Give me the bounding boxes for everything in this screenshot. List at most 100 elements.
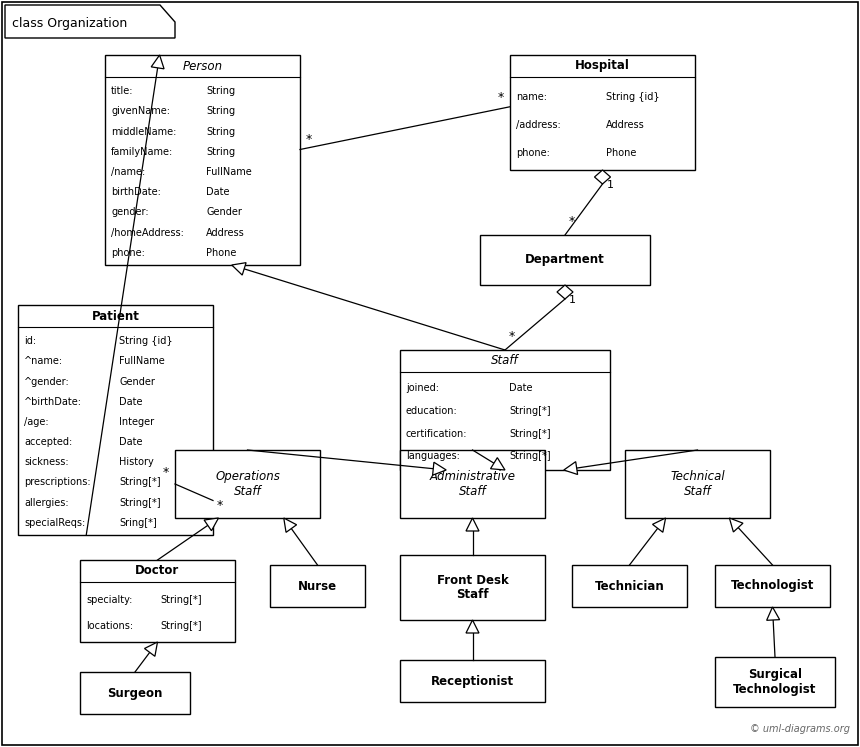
Bar bbox=[105, 55, 300, 265]
Text: String[*]: String[*] bbox=[509, 451, 550, 462]
Polygon shape bbox=[151, 55, 164, 69]
Text: *: * bbox=[498, 90, 504, 104]
Bar bbox=[572, 565, 687, 607]
Text: Gender: Gender bbox=[120, 376, 156, 386]
Text: Address: Address bbox=[206, 228, 245, 238]
Text: *: * bbox=[306, 134, 312, 146]
Text: certification:: certification: bbox=[406, 429, 468, 438]
Text: Technologist: Technologist bbox=[731, 580, 814, 592]
Text: String: String bbox=[206, 126, 236, 137]
Bar bbox=[510, 55, 695, 170]
Text: ^birthDate:: ^birthDate: bbox=[24, 397, 82, 406]
Text: String[*]: String[*] bbox=[509, 429, 550, 438]
Text: Address: Address bbox=[606, 120, 645, 130]
Text: Doctor: Doctor bbox=[135, 565, 180, 577]
Text: Hospital: Hospital bbox=[575, 60, 630, 72]
Text: String {id}: String {id} bbox=[606, 92, 660, 102]
Bar bbox=[715, 565, 830, 607]
Polygon shape bbox=[284, 518, 297, 533]
Text: Person: Person bbox=[182, 60, 223, 72]
Bar bbox=[80, 560, 235, 642]
Text: Technical
Staff: Technical Staff bbox=[670, 470, 725, 498]
Text: birthDate:: birthDate: bbox=[111, 187, 161, 197]
Text: FullName: FullName bbox=[206, 167, 252, 177]
Text: String: String bbox=[206, 86, 236, 96]
Polygon shape bbox=[144, 642, 157, 657]
Text: /name:: /name: bbox=[111, 167, 145, 177]
Text: ^gender:: ^gender: bbox=[24, 376, 70, 386]
Text: *: * bbox=[217, 498, 224, 512]
Bar bbox=[80, 672, 190, 714]
Text: allergies:: allergies: bbox=[24, 498, 69, 508]
Text: Receptionist: Receptionist bbox=[431, 675, 514, 687]
Text: sickness:: sickness: bbox=[24, 457, 69, 468]
Bar bbox=[400, 555, 545, 620]
Text: String[*]: String[*] bbox=[120, 477, 161, 488]
Text: Date: Date bbox=[120, 397, 143, 406]
Text: title:: title: bbox=[111, 86, 133, 96]
Polygon shape bbox=[433, 462, 446, 475]
Text: Date: Date bbox=[509, 383, 532, 393]
Text: String: String bbox=[206, 106, 236, 117]
Text: id:: id: bbox=[24, 336, 36, 346]
Text: ^name:: ^name: bbox=[24, 356, 63, 366]
Text: Nurse: Nurse bbox=[298, 580, 337, 592]
Bar bbox=[400, 350, 610, 470]
Text: FullName: FullName bbox=[120, 356, 165, 366]
Text: Technician: Technician bbox=[594, 580, 665, 592]
Polygon shape bbox=[557, 285, 573, 299]
Text: History: History bbox=[120, 457, 154, 468]
Text: name:: name: bbox=[516, 92, 547, 102]
Bar bbox=[715, 657, 835, 707]
Text: phone:: phone: bbox=[516, 148, 550, 158]
Text: specialty:: specialty: bbox=[86, 595, 132, 605]
Text: Staff: Staff bbox=[491, 355, 519, 368]
Text: *: * bbox=[163, 466, 169, 479]
Text: String {id}: String {id} bbox=[120, 336, 173, 346]
Text: Phone: Phone bbox=[206, 248, 237, 258]
Polygon shape bbox=[466, 518, 479, 531]
Bar bbox=[400, 660, 545, 702]
Text: String[*]: String[*] bbox=[509, 406, 550, 416]
Text: Administrative
Staff: Administrative Staff bbox=[429, 470, 515, 498]
Text: Date: Date bbox=[206, 187, 230, 197]
Polygon shape bbox=[490, 458, 505, 470]
Bar bbox=[18, 305, 213, 535]
Text: prescriptions:: prescriptions: bbox=[24, 477, 90, 488]
Text: Department: Department bbox=[525, 253, 605, 267]
Text: Sring[*]: Sring[*] bbox=[120, 518, 157, 528]
Text: Date: Date bbox=[120, 437, 143, 447]
Polygon shape bbox=[729, 518, 743, 532]
Text: class Organization: class Organization bbox=[12, 17, 127, 31]
Text: education:: education: bbox=[406, 406, 458, 416]
Polygon shape bbox=[594, 170, 611, 184]
Text: middleName:: middleName: bbox=[111, 126, 176, 137]
Text: String[*]: String[*] bbox=[120, 498, 161, 508]
Bar bbox=[175, 450, 320, 518]
Text: Integer: Integer bbox=[120, 417, 155, 427]
Text: accepted:: accepted: bbox=[24, 437, 72, 447]
Text: Patient: Patient bbox=[91, 309, 139, 323]
Text: givenName:: givenName: bbox=[111, 106, 170, 117]
Text: /address:: /address: bbox=[516, 120, 561, 130]
Text: gender:: gender: bbox=[111, 208, 149, 217]
Text: © uml-diagrams.org: © uml-diagrams.org bbox=[750, 724, 850, 734]
Text: languages:: languages: bbox=[406, 451, 460, 462]
Bar bbox=[480, 235, 650, 285]
Text: String[*]: String[*] bbox=[161, 595, 202, 605]
Polygon shape bbox=[466, 620, 479, 633]
Text: Operations
Staff: Operations Staff bbox=[215, 470, 280, 498]
Polygon shape bbox=[653, 518, 666, 533]
Bar bbox=[625, 450, 770, 518]
Text: String[*]: String[*] bbox=[161, 622, 202, 631]
Text: joined:: joined: bbox=[406, 383, 439, 393]
Text: /homeAddress:: /homeAddress: bbox=[111, 228, 184, 238]
Text: 1: 1 bbox=[606, 180, 613, 190]
Text: Gender: Gender bbox=[206, 208, 243, 217]
Text: 1: 1 bbox=[569, 295, 576, 305]
Text: locations:: locations: bbox=[86, 622, 133, 631]
Text: /age:: /age: bbox=[24, 417, 49, 427]
Polygon shape bbox=[564, 462, 578, 474]
Text: *: * bbox=[569, 215, 575, 228]
Text: String: String bbox=[206, 147, 236, 157]
